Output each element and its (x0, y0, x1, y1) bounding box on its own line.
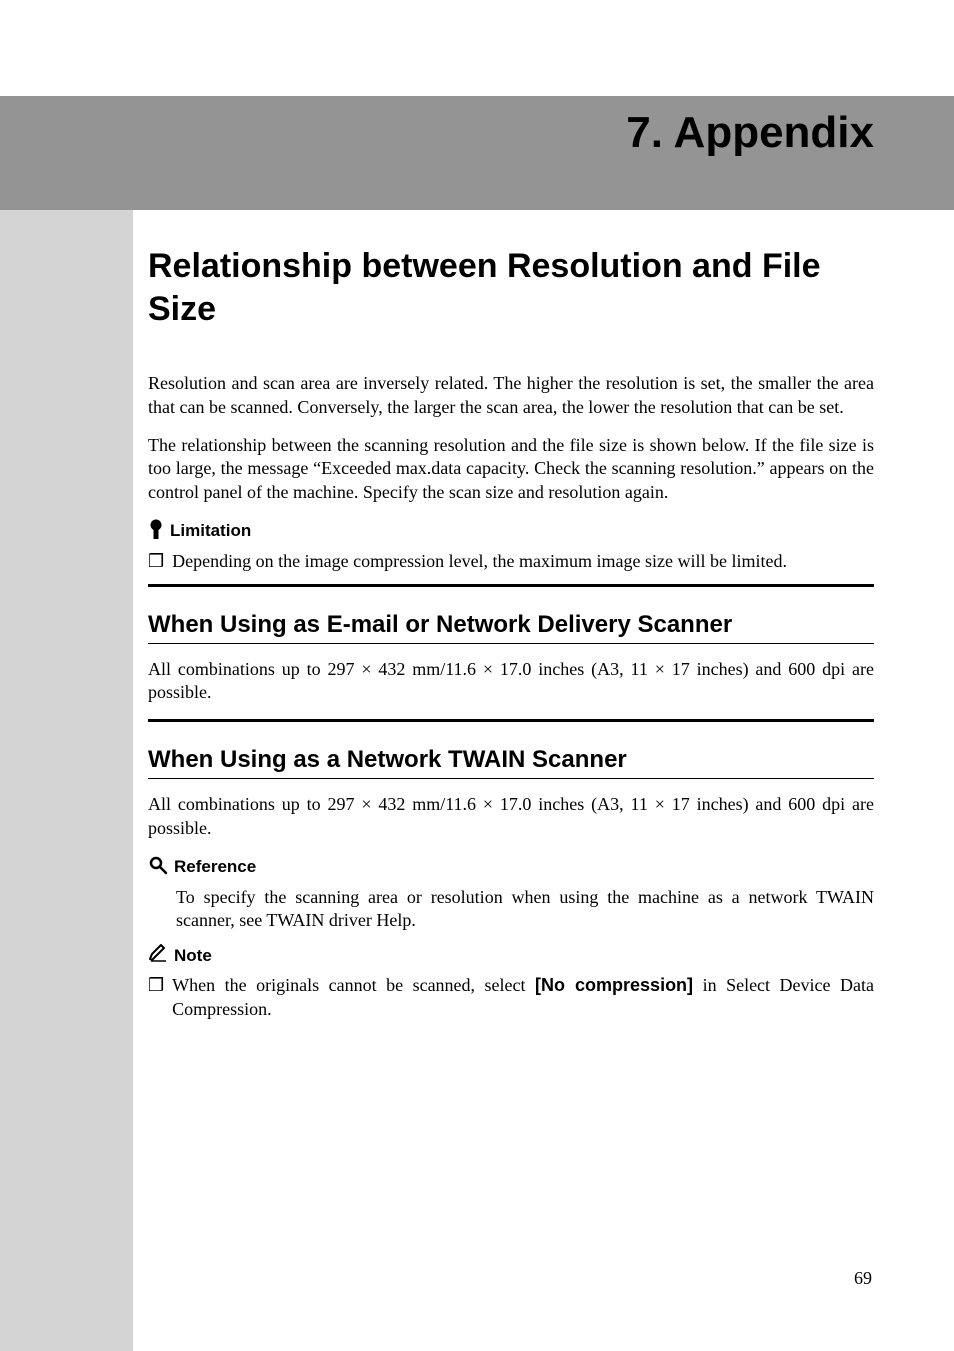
note-icon (148, 943, 168, 968)
page-number: 69 (854, 1268, 872, 1289)
note-label: Note (174, 946, 212, 966)
section-title: Relationship between Resolution and File… (148, 245, 874, 330)
reference-text: To specify the scanning area or resoluti… (176, 886, 874, 934)
reference-label: Reference (174, 857, 256, 877)
subsection-1-title: When Using as E-mail or Network Delivery… (148, 611, 874, 639)
note-item: ❒ When the originals cannot be scanned, … (148, 974, 874, 1022)
reference-heading: Reference (148, 855, 874, 880)
reference-icon (148, 855, 168, 880)
content-area: Relationship between Resolution and File… (148, 245, 874, 1032)
subsection-2-title: When Using as a Network TWAIN Scanner (148, 746, 874, 774)
note-heading: Note (148, 943, 874, 968)
intro-paragraph-2: The relationship between the scanning re… (148, 434, 874, 505)
limitation-icon (148, 519, 164, 544)
note-prefix: When the originals cannot be scanned, se… (172, 975, 535, 995)
limitation-label: Limitation (170, 521, 251, 541)
heavy-rule (148, 584, 874, 587)
left-sidebar (0, 210, 133, 1351)
subsection-2-text: All combinations up to 297 × 432 mm/11.6… (148, 793, 874, 841)
note-text: When the originals cannot be scanned, se… (172, 974, 874, 1022)
thin-rule (148, 778, 874, 779)
top-left-white-block (0, 0, 133, 96)
bullet-marker-icon: ❒ (148, 974, 164, 1022)
limitation-item: ❒ Depending on the image compression lev… (148, 550, 874, 574)
limitation-heading: Limitation (148, 519, 874, 544)
limitation-text: Depending on the image compression level… (172, 550, 874, 574)
intro-paragraph-1: Resolution and scan area are inversely r… (148, 372, 874, 420)
thin-rule (148, 643, 874, 644)
bullet-marker-icon: ❒ (148, 550, 164, 574)
note-bold: [No compression] (535, 975, 693, 995)
chapter-title: 7. Appendix (626, 108, 874, 158)
heavy-rule (148, 719, 874, 722)
subsection-1-text: All combinations up to 297 × 432 mm/11.6… (148, 658, 874, 706)
